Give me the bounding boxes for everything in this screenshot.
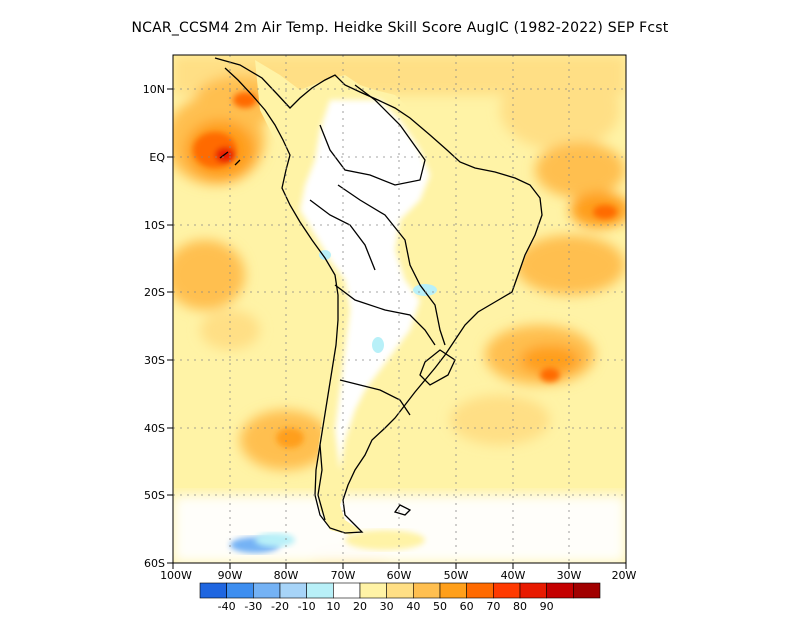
latitude-axis xyxy=(167,88,173,564)
lon-label: 40W xyxy=(501,569,526,582)
south-america-landmass xyxy=(255,60,540,535)
lat-label: 40S xyxy=(144,422,165,435)
colorbar-swatch xyxy=(519,582,547,599)
latitude-labels: 10N EQ 10S 20S 30S 40S 50S 60S xyxy=(143,83,166,570)
skill-field xyxy=(173,55,626,563)
colorbar-label: -10 xyxy=(298,600,316,613)
lon-label: 70W xyxy=(331,569,356,582)
colorbar-label: 20 xyxy=(353,600,367,613)
plot-area xyxy=(173,55,626,563)
colorbar-label: 70 xyxy=(486,600,500,613)
longitude-axis xyxy=(172,563,627,569)
lon-label: 100W xyxy=(160,569,192,582)
colorbar-swatch xyxy=(546,582,574,599)
colorbar-swatch xyxy=(279,582,307,599)
colorbar-label: 80 xyxy=(513,600,527,613)
colorbar-swatch xyxy=(333,582,361,599)
lat-label: 30S xyxy=(144,354,165,367)
longitude-labels: 100W 90W 80W 70W 60W 50W 40W 30W 20W xyxy=(160,569,636,582)
colorbar-label: 10 xyxy=(326,600,340,613)
colorbar-label: 90 xyxy=(540,600,554,613)
colorbar-swatch xyxy=(466,582,494,599)
colorbar-label: 30 xyxy=(380,600,394,613)
lon-label: 80W xyxy=(274,569,299,582)
colorbar-label: 50 xyxy=(433,600,447,613)
coastline xyxy=(214,57,543,534)
lat-label: 50S xyxy=(144,489,165,502)
lat-label: EQ xyxy=(149,151,165,164)
colorbar-swatch xyxy=(359,582,387,599)
colorbar-swatch xyxy=(386,582,414,599)
lat-label: 60S xyxy=(144,557,165,570)
lon-label: 60W xyxy=(387,569,412,582)
chart-title: NCAR_CCSM4 2m Air Temp. Heidke Skill Sco… xyxy=(131,20,669,36)
colorbar-swatch xyxy=(253,582,281,599)
colorbar-swatch xyxy=(573,582,601,599)
lon-label: 30W xyxy=(557,569,582,582)
gridlines xyxy=(173,55,626,563)
colorbar xyxy=(199,582,601,599)
lon-label: 20W xyxy=(612,569,637,582)
colorbar-labels: -40 -30 -20 -10 10 20 30 40 50 60 70 80 90 xyxy=(218,600,554,613)
colorbar-label: 60 xyxy=(460,600,474,613)
colorbar-swatch xyxy=(199,582,227,599)
colorbar-label: 40 xyxy=(406,600,420,613)
lat-label: 10N xyxy=(143,83,165,96)
colorbar-swatch xyxy=(439,582,467,599)
colorbar-label: -40 xyxy=(218,600,236,613)
lat-label: 20S xyxy=(144,286,165,299)
colorbar-swatch xyxy=(226,582,254,599)
lon-label: 50W xyxy=(444,569,469,582)
lat-label: 10S xyxy=(144,219,165,232)
colorbar-swatch xyxy=(413,582,441,599)
colorbar-swatch xyxy=(493,582,521,599)
colorbar-swatch xyxy=(306,582,334,599)
colorbar-label: -30 xyxy=(244,600,262,613)
colorbar-label: -20 xyxy=(271,600,289,613)
lon-label: 90W xyxy=(218,569,243,582)
